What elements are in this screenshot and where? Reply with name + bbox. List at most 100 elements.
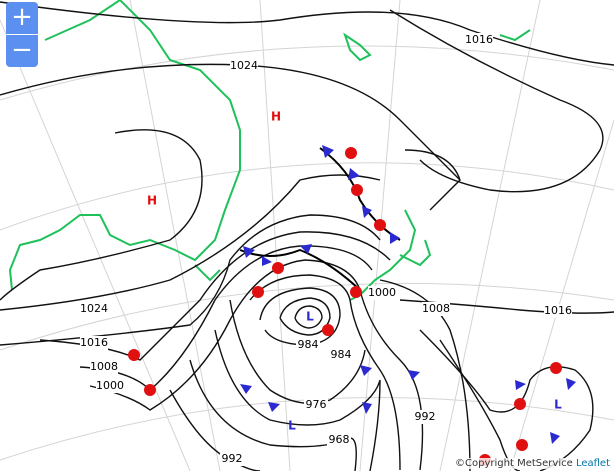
label-background <box>296 338 320 352</box>
warm-front-symbol <box>144 384 156 396</box>
leaflet-link[interactable]: Leaflet <box>575 458 610 469</box>
coastline <box>343 32 372 62</box>
isobar-labels: 1016 1024 1024 1016 1008 1000 1000 1008 … <box>80 33 572 466</box>
isobar <box>279 297 331 336</box>
isobar <box>294 305 323 329</box>
isobar-label: 1016 <box>465 33 493 46</box>
cold-front-symbol <box>566 378 576 390</box>
grid-line <box>0 282 614 351</box>
coastlines <box>8 0 531 301</box>
pressure-centres: H H L L L <box>147 110 562 433</box>
isobar <box>39 231 391 361</box>
isobar-label: 992 <box>415 410 436 423</box>
warm-front-symbol <box>514 398 526 410</box>
warm-front-symbol <box>322 324 334 336</box>
isobar <box>189 359 357 471</box>
isobar-label: 1008 <box>422 302 450 315</box>
zoom-in-button[interactable]: + <box>6 2 38 34</box>
coastline <box>8 0 241 291</box>
cold-front-symbol <box>243 246 255 258</box>
isobar-label: 984 <box>331 348 352 361</box>
cold-front-symbol <box>360 365 372 376</box>
label-background <box>422 302 450 316</box>
cold-front-symbol <box>300 244 312 254</box>
label-background <box>80 302 108 316</box>
isobar <box>89 259 424 471</box>
coastline <box>499 29 531 42</box>
cold-front-symbol <box>550 432 560 444</box>
grid-line <box>439 0 541 471</box>
isobar-label: 976 <box>306 398 327 411</box>
grid-line <box>0 45 614 101</box>
label-background <box>220 452 244 466</box>
isobar <box>214 329 381 471</box>
isobar <box>0 1 614 66</box>
isobar-label: 1016 <box>80 336 108 349</box>
front-line <box>319 147 401 241</box>
label-background <box>329 348 353 362</box>
label-background <box>327 433 351 447</box>
grid-line <box>259 0 291 471</box>
isobar <box>249 274 401 471</box>
high-pressure: H <box>147 194 157 208</box>
grid-line <box>359 0 401 471</box>
isobar <box>439 339 521 471</box>
isobar-label: 1016 <box>544 304 572 317</box>
isobar-label: 1024 <box>230 59 258 72</box>
zoom-out-button[interactable]: − <box>6 35 38 67</box>
warm-front-symbol <box>128 349 140 361</box>
isobar <box>229 299 366 405</box>
grid-line <box>0 397 614 461</box>
isobar-label: 968 <box>329 433 350 446</box>
cold-front-symbol <box>390 232 400 244</box>
warm-front-symbol <box>350 286 362 298</box>
isobar <box>389 9 604 193</box>
cold-front-symbol <box>262 256 272 266</box>
low-pressure: L <box>554 398 562 412</box>
attribution: ©Copyright MetService Leaflet <box>453 458 612 469</box>
isobar-label: 1008 <box>90 360 118 373</box>
isobar <box>79 245 373 391</box>
cold-front-symbol <box>240 384 252 394</box>
warm-front-symbol <box>272 262 284 274</box>
coastline <box>194 264 221 282</box>
isobar <box>379 279 471 471</box>
label-background <box>304 398 328 412</box>
fronts <box>128 145 576 466</box>
warm-front-symbol <box>374 219 386 231</box>
label-background <box>230 59 258 73</box>
label-background <box>96 379 124 393</box>
cold-front-symbol <box>268 402 280 412</box>
coastline <box>399 239 432 267</box>
label-background <box>90 360 118 374</box>
isobar <box>0 174 381 311</box>
cold-front-symbol <box>348 168 360 180</box>
isobar <box>0 63 461 181</box>
isobar <box>419 329 594 471</box>
cold-front-symbol <box>408 370 420 380</box>
isobar-label: 984 <box>298 338 319 351</box>
label-background <box>80 336 108 350</box>
warm-front-symbol <box>550 362 562 374</box>
isobar-label: 1000 <box>96 379 124 392</box>
isobar <box>259 287 341 346</box>
isobar-label: 1024 <box>80 302 108 315</box>
isobar-label: 992 <box>222 452 243 465</box>
warm-front-symbol <box>252 286 264 298</box>
warm-front-symbol <box>351 184 363 196</box>
label-background <box>544 304 572 318</box>
low-pressure: L <box>306 310 314 324</box>
cold-front-symbol <box>362 206 372 218</box>
high-pressure: H <box>271 110 281 124</box>
isobar <box>0 129 203 301</box>
cold-front-symbol <box>515 380 526 390</box>
grid-line <box>0 19 191 471</box>
grid-line <box>0 162 614 231</box>
label-background <box>465 33 493 47</box>
isobar <box>404 149 461 211</box>
coastline <box>349 209 417 301</box>
attribution-copyright: ©Copyright MetService <box>455 458 573 469</box>
isobar <box>0 214 381 346</box>
